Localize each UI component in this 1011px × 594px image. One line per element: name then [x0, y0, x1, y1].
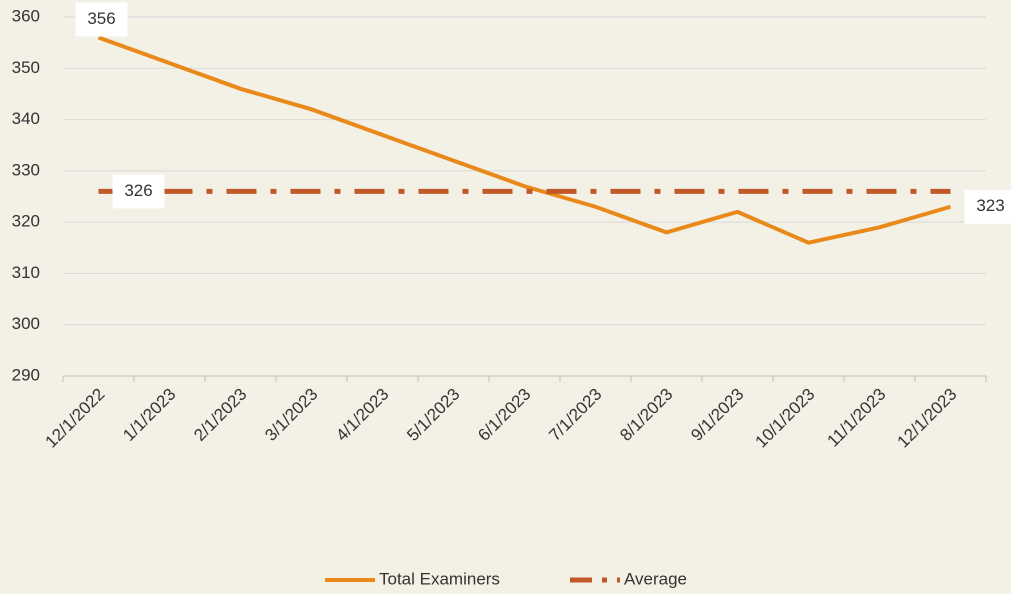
- data-label-box: [75, 2, 128, 37]
- x-tick-label: 6/1/2023: [474, 385, 534, 445]
- series-line: [97, 35, 952, 245]
- x-tick-label: 7/1/2023: [545, 385, 605, 445]
- data-label-box: [964, 189, 1011, 224]
- x-tick-label: 2/1/2023: [190, 385, 250, 445]
- data-label-box: [112, 174, 165, 209]
- y-tick-label: 340: [12, 109, 40, 128]
- x-tick-label: 8/1/2023: [616, 385, 676, 445]
- y-tick-label: 310: [12, 263, 40, 282]
- data-label: 326: [124, 181, 152, 200]
- y-tick-label: 360: [12, 6, 40, 25]
- y-tick-label: 290: [12, 365, 40, 384]
- legend-label: Total Examiners: [379, 569, 500, 588]
- y-tick-label: 330: [12, 160, 40, 179]
- x-tick-label: 1/1/2023: [119, 385, 179, 445]
- y-tick-label: 350: [12, 58, 40, 77]
- x-tick-label: 12/1/2023: [894, 385, 961, 452]
- y-tick-label: 300: [12, 314, 40, 333]
- x-tick-label: 5/1/2023: [403, 385, 463, 445]
- x-tick-label: 9/1/2023: [687, 385, 747, 445]
- x-tick-label: 12/1/2022: [42, 385, 109, 452]
- data-label: 356: [87, 9, 115, 28]
- x-tick-label: 4/1/2023: [332, 385, 392, 445]
- data-label: 323: [976, 196, 1004, 215]
- x-tick-label: 3/1/2023: [261, 385, 321, 445]
- x-tick-label: 11/1/2023: [823, 385, 889, 451]
- legend-label: Average: [624, 569, 687, 588]
- y-tick-label: 320: [12, 212, 40, 231]
- x-tick-label: 10/1/2023: [752, 385, 819, 452]
